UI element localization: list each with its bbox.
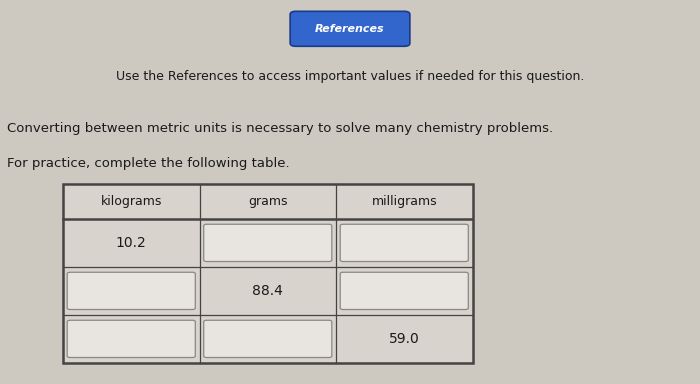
- Text: For practice, complete the following table.: For practice, complete the following tab…: [7, 157, 290, 170]
- Text: References: References: [315, 24, 385, 34]
- Bar: [63, 267, 199, 315]
- Text: 88.4: 88.4: [252, 284, 284, 298]
- Text: grams: grams: [248, 195, 288, 208]
- FancyBboxPatch shape: [204, 224, 332, 262]
- FancyBboxPatch shape: [340, 224, 468, 262]
- Bar: [63, 184, 473, 219]
- FancyBboxPatch shape: [67, 320, 195, 358]
- Text: milligrams: milligrams: [372, 195, 437, 208]
- Text: Converting between metric units is necessary to solve many chemistry problems.: Converting between metric units is neces…: [7, 122, 553, 135]
- Bar: [63, 315, 199, 363]
- Bar: [199, 315, 336, 363]
- FancyBboxPatch shape: [340, 272, 468, 310]
- Text: kilograms: kilograms: [101, 195, 162, 208]
- Bar: [199, 267, 336, 315]
- FancyBboxPatch shape: [67, 272, 195, 310]
- FancyBboxPatch shape: [204, 320, 332, 358]
- Bar: [336, 267, 473, 315]
- Bar: [336, 219, 473, 267]
- Bar: [63, 219, 199, 267]
- Text: 10.2: 10.2: [116, 236, 146, 250]
- Text: Use the References to access important values if needed for this question.: Use the References to access important v…: [116, 70, 584, 83]
- FancyBboxPatch shape: [290, 11, 410, 46]
- Text: 59.0: 59.0: [389, 332, 419, 346]
- Bar: [336, 315, 473, 363]
- Bar: [199, 219, 336, 267]
- Bar: [63, 184, 473, 363]
